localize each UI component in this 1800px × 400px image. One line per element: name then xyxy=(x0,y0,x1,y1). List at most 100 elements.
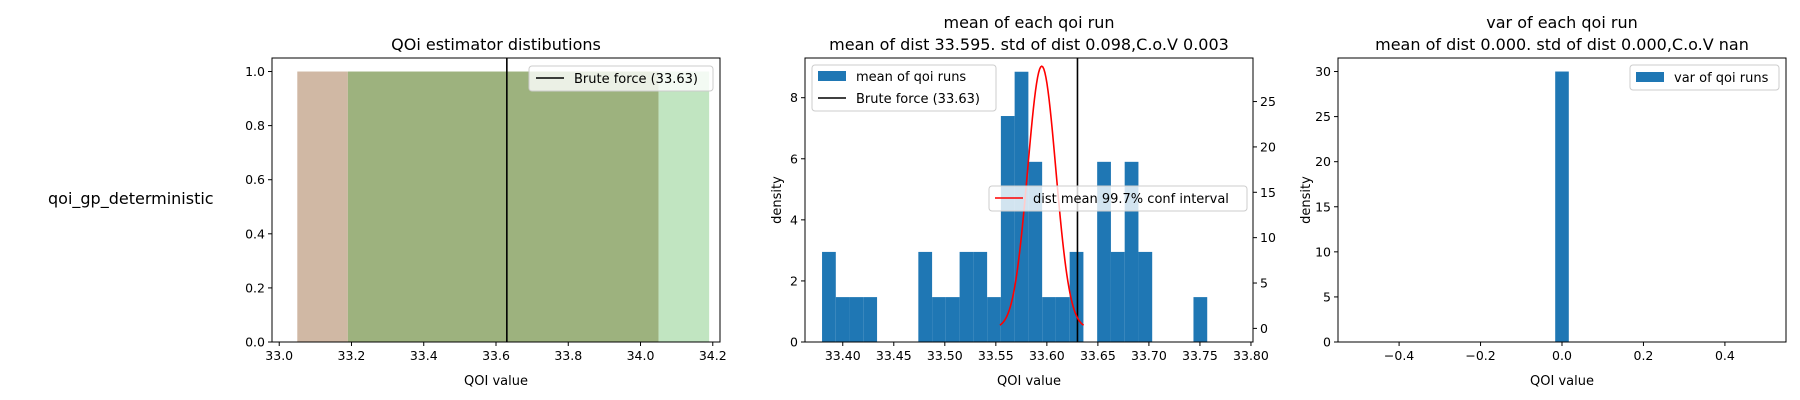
distribution-band xyxy=(297,71,348,343)
x-tick-label: 33.8 xyxy=(554,348,582,363)
p2-legend-label-brute-force: Brute force (33.63) xyxy=(856,92,980,107)
p3-legend-bar-swatch xyxy=(1636,72,1664,82)
p3-axes-frame xyxy=(1337,57,1787,343)
confidence-interval-curve xyxy=(999,65,1085,326)
p3-x-ticks: −0.4 −0.2 0.0 0.2 0.4 xyxy=(1384,342,1735,363)
x-tick-label: 33.6 xyxy=(482,348,510,363)
x-tick-label: 33.4 xyxy=(410,348,438,363)
p3-y-ticks: 0 5 10 15 20 25 30 xyxy=(1315,64,1338,350)
p1-legend-label-brute-force: Brute force (33.63) xyxy=(574,72,698,87)
y-tick-label: 2 xyxy=(790,273,798,288)
p1-x-axis-label: QOI value xyxy=(464,374,528,389)
histogram-bar xyxy=(849,297,864,342)
p3-x-axis-label: QOI value xyxy=(1530,374,1594,389)
distribution-band xyxy=(347,71,659,343)
histogram-bar xyxy=(1069,251,1084,342)
p2-x-axis-label: QOI value xyxy=(997,374,1061,389)
y2-tick-label: 15 xyxy=(1260,185,1276,200)
p3-y-axis-label: density xyxy=(1299,176,1314,224)
y2-tick-label: 25 xyxy=(1260,94,1276,109)
p2-ci-legend-label: dist mean 99.7% conf interval xyxy=(1033,192,1229,207)
p2-subtitle: mean of dist 33.595. std of dist 0.098,C… xyxy=(829,35,1229,54)
y2-tick-label: 20 xyxy=(1260,139,1276,154)
x-tick-label: 33.50 xyxy=(927,348,963,363)
x-tick-label: 33.60 xyxy=(1029,348,1065,363)
histogram-bar xyxy=(863,297,878,342)
histogram-bar xyxy=(987,297,1001,342)
y-tick-label: 10 xyxy=(1315,244,1331,259)
x-tick-label: 33.75 xyxy=(1182,348,1218,363)
p2-axes-frame xyxy=(804,57,1254,343)
p1-legend-box xyxy=(528,65,714,92)
p2-ci-legend: dist mean 99.7% conf interval xyxy=(988,185,1248,212)
p2-ci-legend-box xyxy=(988,185,1248,212)
y-tick-label: 0 xyxy=(1323,335,1331,350)
x-tick-label: 0.0 xyxy=(1552,348,1572,363)
distribution-band xyxy=(658,71,710,343)
y-tick-label: 1.0 xyxy=(245,64,265,79)
histogram-bar xyxy=(1042,297,1056,342)
y-tick-label: 5 xyxy=(1323,289,1331,304)
y-tick-label: 15 xyxy=(1315,199,1331,214)
x-tick-label: 0.4 xyxy=(1715,348,1735,363)
p3-subtitle: mean of dist 0.000. std of dist 0.000,C.… xyxy=(1375,35,1749,54)
x-tick-label: 33.45 xyxy=(876,348,912,363)
y-tick-label: 25 xyxy=(1315,109,1331,124)
p2-y2-ticks: 0 5 10 15 20 25 xyxy=(1253,94,1276,336)
y-tick-label: 6 xyxy=(790,151,798,166)
histogram-bar xyxy=(918,251,933,342)
histogram-bar xyxy=(1555,71,1569,343)
y2-tick-label: 0 xyxy=(1260,321,1268,336)
p3-legend-box xyxy=(1629,64,1780,91)
histogram-bar xyxy=(835,297,850,342)
p1-axes-frame xyxy=(271,57,721,343)
y2-tick-label: 10 xyxy=(1260,230,1276,245)
x-tick-label: −0.2 xyxy=(1465,348,1495,363)
y-tick-label: 0.0 xyxy=(245,335,265,350)
y-tick-label: 0.8 xyxy=(245,118,265,133)
p1-marks xyxy=(297,58,710,343)
x-tick-label: 33.70 xyxy=(1131,348,1167,363)
p2-x-ticks: 33.40 33.45 33.50 33.55 33.60 33.65 33.70 33.75… xyxy=(825,342,1269,363)
y2-tick-label: 5 xyxy=(1260,276,1268,291)
p2-y-axis-label: density xyxy=(770,176,785,224)
p2-legend-bar-swatch xyxy=(818,71,846,81)
y-tick-label: 0 xyxy=(790,335,798,350)
y-tick-label: 0.2 xyxy=(245,280,265,295)
x-tick-label: 33.65 xyxy=(1080,348,1116,363)
x-tick-label: 34.2 xyxy=(699,348,727,363)
p3-legend: var of qoi runs xyxy=(1629,64,1780,91)
histogram-bar xyxy=(1000,116,1015,342)
x-tick-label: −0.4 xyxy=(1384,348,1414,363)
histogram-bar xyxy=(959,251,974,342)
p2-legend: mean of qoi runs Brute force (33.63) xyxy=(811,64,997,112)
histogram-bar xyxy=(1055,297,1070,342)
y-tick-label: 20 xyxy=(1315,154,1331,169)
histogram-bar xyxy=(1110,251,1125,342)
y-tick-label: 4 xyxy=(790,212,798,227)
x-tick-label: 33.40 xyxy=(825,348,861,363)
histogram-bar xyxy=(932,297,946,342)
histogram-bar xyxy=(822,251,836,342)
p1-y-ticks: 0.0 0.2 0.4 0.6 0.8 1.0 xyxy=(245,64,272,350)
row-label: qoi_gp_deterministic xyxy=(48,189,214,209)
x-tick-label: 33.55 xyxy=(978,348,1014,363)
y-tick-label: 0.4 xyxy=(245,226,265,241)
x-tick-label: 33.0 xyxy=(265,348,293,363)
p2-y-ticks: 0 2 4 6 8 xyxy=(790,90,805,350)
y-tick-label: 30 xyxy=(1315,64,1331,79)
histogram-bar xyxy=(1138,251,1153,342)
histogram-bar xyxy=(945,297,960,342)
p3-title: var of each qoi run xyxy=(1486,13,1637,32)
p1-x-ticks: 33.0 33.2 33.4 33.6 33.8 34.0 34.2 xyxy=(265,342,727,363)
panel-estimator-distributions: 33.0 33.2 33.4 33.6 33.8 34.0 34.2 0.00.20.40.… xyxy=(245,35,727,389)
x-tick-label: 34.0 xyxy=(627,348,655,363)
panel-mean-of-each-qoi-run: 33.40 33.45 33.50 33.55 33.60 33.65 33.70 33.75… xyxy=(770,13,1276,389)
p1-title: QOi estimator distibutions xyxy=(391,35,601,54)
p3-legend-label-var: var of qoi runs xyxy=(1674,71,1769,86)
x-tick-label: 0.2 xyxy=(1634,348,1654,363)
histogram-bar xyxy=(973,251,988,342)
p3-bars xyxy=(1555,71,1569,343)
x-tick-label: 33.80 xyxy=(1233,348,1269,363)
